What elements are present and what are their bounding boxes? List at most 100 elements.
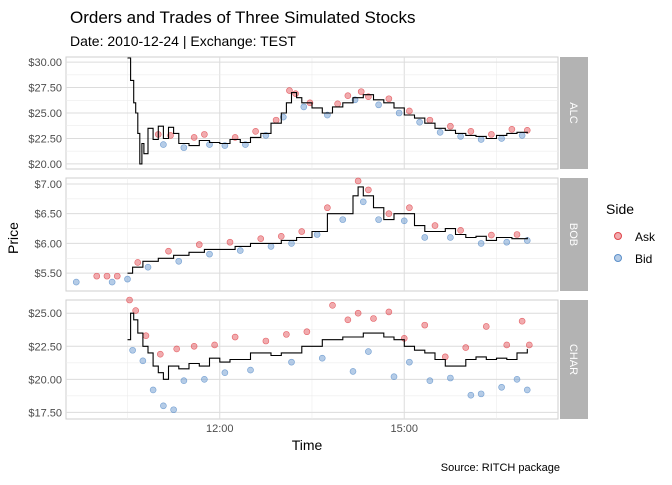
- ask-point-char-22: [518, 317, 526, 325]
- ask-point-char-0: [126, 296, 133, 304]
- bid-point-bob-1: [108, 278, 116, 286]
- legend-bid-key: [614, 254, 622, 262]
- bid-point-bob-13: [400, 217, 408, 225]
- ask-point-alc-19: [488, 131, 495, 138]
- legend-ask-key: [614, 232, 622, 240]
- bid-point-char-4: [170, 406, 177, 414]
- ask-point-alc-16: [426, 116, 434, 124]
- ask-point-bob-6: [226, 238, 234, 246]
- ask-point-char-6: [211, 341, 218, 349]
- chart-title: Orders and Trades of Three Simulated Sto…: [70, 8, 416, 27]
- bid-point-char-3: [160, 402, 167, 410]
- bid-point-bob-7: [267, 243, 275, 250]
- y-tick-label-bob-0: $5.50: [34, 268, 62, 280]
- strip-bob: [560, 178, 588, 291]
- legend: Side Ask Bid: [606, 201, 656, 266]
- ask-point-bob-17: [488, 231, 495, 239]
- panels-group: $20.00 $22.50 $25.00 $27.50 $30.00 ALC $5.50 $6…: [28, 56, 588, 435]
- y-tick-label-alc-0: $20.00: [28, 159, 62, 171]
- chart-caption: Source: RITCH package: [441, 462, 560, 474]
- ask-point-char-10: [303, 328, 311, 336]
- ask-point-char-17: [421, 321, 429, 329]
- ask-point-char-9: [283, 331, 290, 338]
- legend-ask-label: Ask: [635, 230, 656, 244]
- x-tick-label-0: 12:00: [206, 423, 234, 435]
- x-axis-label: Time: [292, 437, 323, 453]
- bid-point-char-13: [390, 373, 398, 380]
- ask-point-char-21: [503, 341, 511, 349]
- ask-point-char-15: [385, 308, 393, 316]
- bid-point-alc-7: [300, 103, 308, 111]
- ask-point-bob-12: [365, 186, 372, 194]
- bid-point-char-11: [349, 368, 357, 375]
- bid-point-alc-10: [375, 101, 382, 109]
- ask-point-bob-7: [257, 235, 265, 242]
- ask-point-bob-3: [134, 259, 142, 266]
- y-tick-label-alc-2: $25.00: [28, 108, 62, 120]
- ask-point-bob-8: [277, 232, 285, 240]
- ask-point-bob-5: [195, 241, 203, 248]
- ask-point-char-12: [344, 316, 352, 324]
- ask-point-bob-14: [406, 204, 413, 212]
- ask-point-char-14: [370, 315, 377, 322]
- bid-point-char-5: [180, 377, 188, 384]
- bid-point-alc-1: [180, 144, 188, 151]
- bid-point-bob-2: [124, 275, 131, 283]
- bid-point-alc-3: [221, 142, 229, 149]
- ask-point-alc-3: [201, 131, 208, 138]
- ask-point-alc-15: [406, 107, 413, 115]
- bid-point-char-17: [467, 391, 475, 399]
- y-tick-label-alc-3: $27.50: [28, 83, 62, 95]
- ask-point-char-13: [354, 309, 362, 317]
- bid-point-alc-0: [160, 141, 167, 148]
- ask-point-alc-14: [385, 95, 393, 103]
- bid-point-bob-5: [206, 250, 213, 258]
- ask-point-alc-12: [357, 88, 365, 95]
- y-tick-label-alc-4: $30.00: [28, 57, 62, 69]
- y-tick-label-bob-3: $7.00: [34, 179, 62, 191]
- bid-point-char-19: [498, 383, 505, 391]
- legend-title: Side: [606, 201, 634, 217]
- ask-point-alc-5: [252, 128, 259, 135]
- ask-point-alc-6: [272, 116, 280, 124]
- ask-point-char-8: [262, 337, 270, 345]
- strip-label-char: CHAR: [567, 344, 579, 375]
- ask-point-bob-2: [113, 272, 121, 280]
- ask-point-bob-1: [103, 272, 111, 280]
- ask-point-bob-16: [457, 227, 464, 234]
- ask-point-char-3: [157, 350, 164, 358]
- strip-alc: [560, 57, 588, 169]
- bid-point-bob-0: [72, 278, 80, 286]
- bid-point-bob-9: [313, 231, 321, 238]
- panel-char: $17.50 $20.00 $22.50 $25.00 CHAR: [28, 296, 588, 420]
- y-tick-label-char-3: $25.00: [28, 308, 62, 320]
- ask-point-alc-8: [292, 90, 299, 97]
- bid-point-char-9: [288, 358, 295, 366]
- bid-point-char-10: [318, 354, 326, 362]
- panel-alc: $20.00 $22.50 $25.00 $27.50 $30.00 ALC: [28, 56, 588, 171]
- bid-point-bob-8: [288, 240, 295, 247]
- trade-line-alc: [127, 57, 528, 165]
- trade-line-bob: [127, 186, 528, 274]
- strip-label-bob: BOB: [567, 223, 579, 246]
- ask-point-bob-9: [298, 228, 306, 235]
- x-tick-label-1: 15:00: [390, 423, 418, 435]
- bid-point-char-18: [477, 390, 485, 398]
- ask-point-alc-20: [508, 125, 516, 133]
- ask-point-alc-2: [190, 134, 198, 141]
- bid-point-bob-3: [144, 263, 152, 271]
- y-axis-label: Price: [5, 222, 21, 254]
- bid-point-char-7: [221, 369, 229, 377]
- ask-point-char-11: [329, 301, 336, 309]
- bid-point-bob-4: [175, 257, 183, 265]
- ask-point-char-23: [525, 341, 533, 349]
- ask-point-bob-0: [93, 272, 101, 280]
- ask-point-bob-15: [431, 222, 439, 229]
- ask-point-char-4: [173, 345, 180, 353]
- y-tick-label-char-0: $17.50: [28, 407, 62, 419]
- bid-point-char-14: [406, 358, 413, 366]
- ask-point-char-20: [482, 323, 490, 330]
- bid-point-char-8: [247, 366, 254, 374]
- bid-point-char-21: [523, 386, 531, 394]
